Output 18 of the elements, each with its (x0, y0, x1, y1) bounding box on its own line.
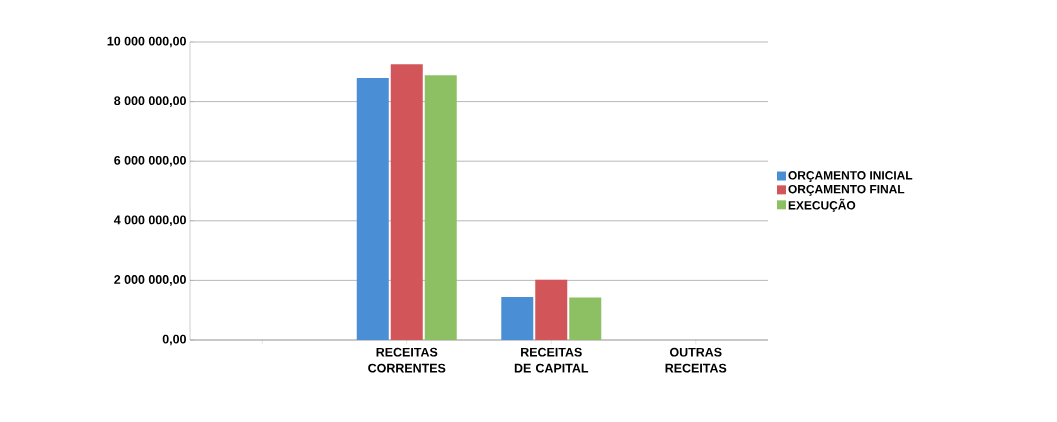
x-tick-label: OUTRAS RECEITAS (665, 347, 727, 373)
bar (356, 78, 389, 340)
bar (535, 279, 568, 340)
bar (501, 297, 534, 340)
y-tick-label: 10 000 000,00 (107, 36, 186, 48)
y-tick-label: 4 000 000,00 (113, 215, 186, 227)
bar (390, 64, 423, 340)
x-tick-label: RECEITAS CORRENTES (368, 347, 446, 373)
legend-label: ORÇAMENTO FINAL (788, 184, 905, 196)
y-tick-label: 0,00 (162, 334, 186, 346)
y-tick-label: 8 000 000,00 (114, 96, 186, 107)
legend-label: ORÇAMENTO INICIAL (788, 171, 913, 182)
bar (569, 297, 602, 340)
legend-label: EXECUÇÃO (788, 198, 856, 212)
x-tick-label: RECEITAS DE CAPITAL (514, 347, 589, 373)
y-tick-label: 2 000 000,00 (114, 275, 186, 286)
y-tick-label: 6 000 000,00 (114, 155, 186, 167)
bar (424, 75, 457, 340)
